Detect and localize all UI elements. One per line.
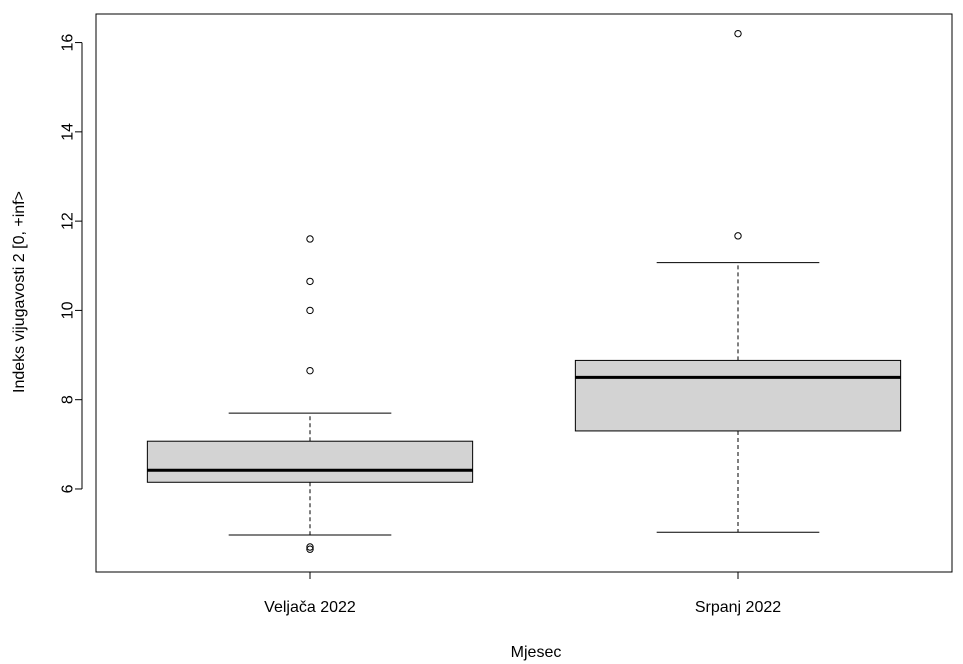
- box-iqr: [574, 359, 902, 432]
- x-tick-label: Veljača 2022: [264, 599, 356, 616]
- y-tick-label: 10: [60, 301, 77, 319]
- y-axis: 6 8 10 12 14 16: [60, 34, 83, 493]
- box-group: [574, 29, 902, 533]
- outlier-point: [734, 29, 742, 38]
- y-tick-label: 14: [60, 123, 77, 141]
- outlier-point: [734, 232, 742, 240]
- x-axis: Veljača 2022 Srpanj 2022: [264, 571, 781, 616]
- boxes: [146, 29, 902, 553]
- outlier-point: [306, 235, 314, 243]
- y-tick-label: 6: [60, 484, 77, 493]
- y-tick-label: 16: [60, 34, 77, 52]
- x-tick-label: Srpanj 2022: [695, 599, 781, 616]
- box-iqr: [146, 440, 474, 483]
- y-axis-label: Indeks vijugavosti 2 [0, +inf>: [11, 191, 28, 393]
- outlier-point: [306, 306, 314, 315]
- outlier-point: [306, 277, 314, 286]
- plot-frame: [95, 13, 953, 573]
- x-axis-label: Mjesec: [511, 644, 562, 661]
- outlier-point: [306, 543, 314, 551]
- y-tick-label: 8: [60, 395, 77, 404]
- box-group: [146, 235, 474, 553]
- outlier-point: [306, 545, 314, 553]
- y-tick-label: 12: [60, 212, 77, 230]
- outlier-point: [306, 366, 314, 375]
